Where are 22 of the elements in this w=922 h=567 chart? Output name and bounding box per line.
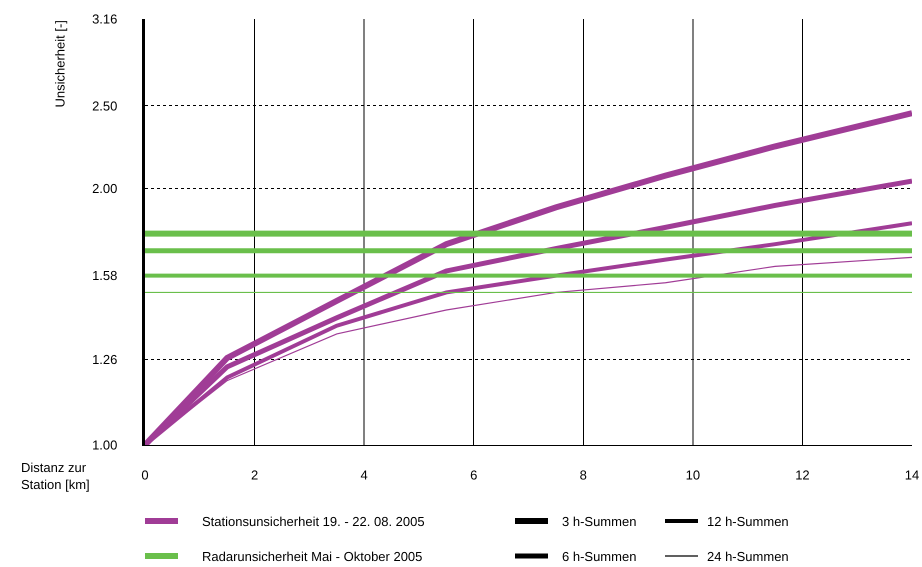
y-tick-label: 2.00 — [92, 180, 118, 196]
x-tick-label: 4 — [360, 468, 368, 483]
y-tick-label: 3.16 — [92, 12, 118, 27]
text: 24 h-Summen — [707, 549, 789, 564]
text: 3 h-Summen — [562, 514, 636, 529]
text: Stationsunsicherheit 19. - 22. 08. 2005 — [202, 514, 425, 529]
x-axis-title: Distanz zur Station [km] — [21, 460, 90, 492]
x-tick-label: 8 — [580, 468, 587, 483]
text: 12 h-Summen — [707, 514, 789, 529]
x-tick-label: 6 — [470, 468, 478, 483]
y-tick-label: 1.58 — [92, 268, 118, 284]
x-tick-label: 14 — [904, 468, 920, 483]
text: 6 h-Summen — [562, 549, 636, 564]
y-tick-label: 1.00 — [92, 438, 118, 453]
x-tick-label: 12 — [795, 468, 810, 483]
y-tick-label: 1.26 — [92, 352, 118, 367]
y-tick-label: 2.50 — [92, 98, 118, 114]
x-tick-label: 2 — [250, 468, 258, 483]
y-axis-title: Unsicherheit [-] — [52, 20, 68, 108]
x-tick-label: 10 — [686, 468, 700, 483]
text: Radarunsicherheit Mai - Oktober 2005 — [202, 549, 422, 564]
x-tick-label: 0 — [141, 468, 149, 483]
